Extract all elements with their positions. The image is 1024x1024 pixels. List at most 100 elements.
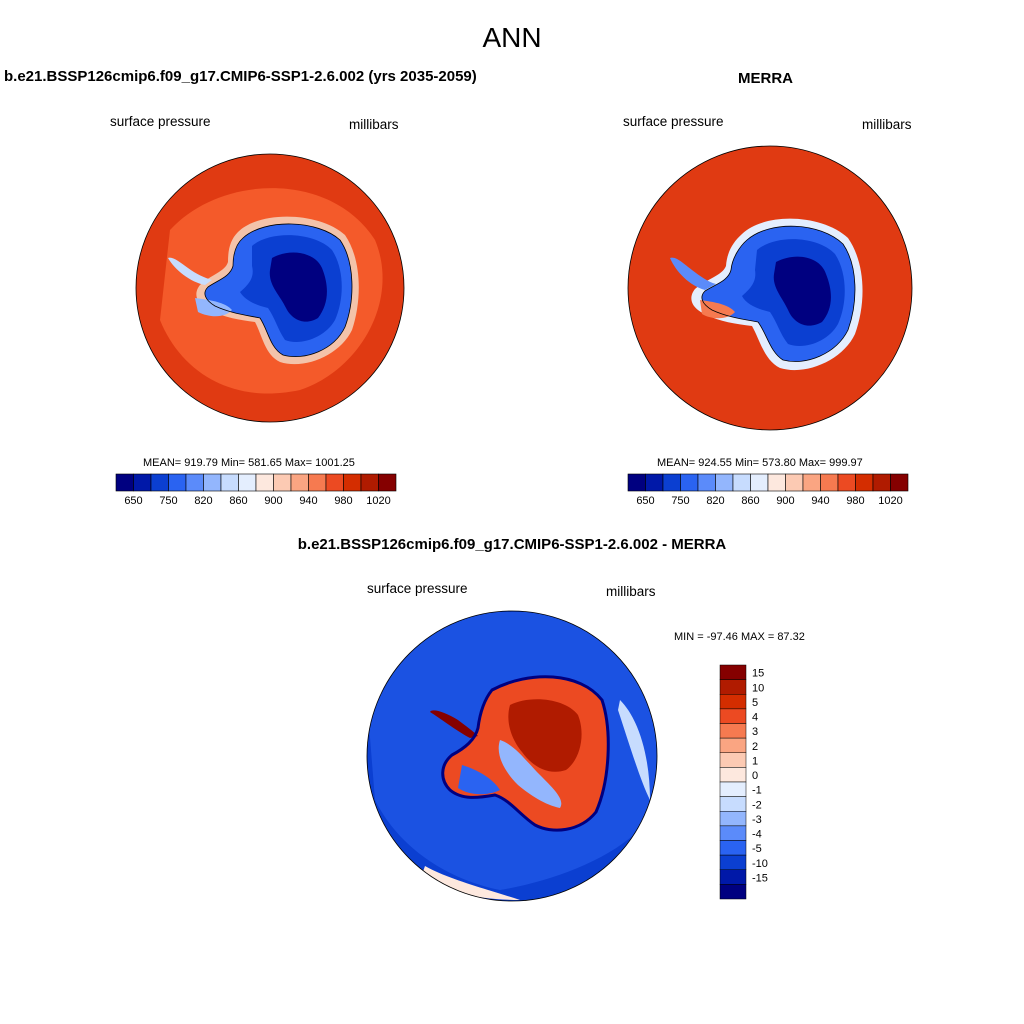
panel1-colorbar-box — [255, 473, 274, 492]
panel3-colorbar-tick-label: 15 — [752, 668, 764, 680]
panel3-coastal-negative-ring — [441, 675, 610, 832]
panel1-colorbar-box — [290, 473, 309, 492]
panel2-colorbar-box — [662, 473, 681, 492]
panel3-colorbar-box — [719, 854, 747, 870]
panel3-variable: surface pressure — [367, 581, 468, 596]
panel1-colorbar-tick-label: 650 — [124, 495, 142, 507]
panel3-colorbar-box — [719, 708, 747, 724]
panel1-colorbar-box — [168, 473, 187, 492]
panel1-colorbar-box — [133, 473, 152, 492]
panel3-light-band-e — [618, 700, 650, 800]
panel3-colorbar-box — [719, 825, 747, 841]
panel2-colorbar: 650 750 820 860 900 940 980 1020 — [627, 473, 909, 507]
panel2-colorbar-box — [802, 473, 821, 492]
panel2-colorbar-box — [680, 473, 699, 492]
panel1-colorbar-tick-label: 820 — [194, 495, 212, 507]
panel2-colorbar-box — [767, 473, 786, 492]
panel3-colorbar-box — [719, 781, 747, 797]
panel3-colorbar-box — [719, 737, 747, 753]
panel2-colorbar-box — [855, 473, 874, 492]
panel3-colorbar-tick-label: -5 — [752, 843, 762, 855]
panel2-colorbar-box — [750, 473, 769, 492]
panel3-colorbar-box — [719, 752, 747, 768]
panel2-colorbar-box — [645, 473, 664, 492]
panel1-units: millibars — [349, 117, 399, 132]
panel3-colorbar-tick-label: 2 — [752, 741, 758, 753]
panel2-colorbar-box — [890, 473, 909, 492]
panel3-colorbar-box — [719, 679, 747, 695]
panel2-map-border — [627, 145, 913, 431]
panel3-colorbar-box — [719, 694, 747, 710]
panel2-colorbar-box — [785, 473, 804, 492]
panel2-colorbar-box — [837, 473, 856, 492]
panel2-coastline — [701, 225, 856, 362]
panel3-colorbar-tick-label: 1 — [752, 755, 758, 767]
panel1-ice-core — [269, 252, 327, 322]
panel1-stats: MEAN= 919.79 Min= 581.65 Max= 1001.25 — [143, 457, 355, 469]
panel3-stats: MIN = -97.46 MAX = 87.32 — [674, 631, 805, 643]
panel1-colorbar-tick-label: 860 — [229, 495, 247, 507]
panel3-colorbar-box — [719, 840, 747, 856]
panel1-coastline — [204, 223, 353, 357]
panel3-colorbar-tick-label: 3 — [752, 726, 758, 738]
panel3-colorbar-box — [719, 796, 747, 812]
panel3-title: b.e21.BSSP126cmip6.f09_g17.CMIP6-SSP1-2.… — [297, 536, 727, 553]
panel1-variable: surface pressure — [110, 114, 211, 129]
panel1-colorbar-box — [220, 473, 239, 492]
panel3-colorbar-box — [719, 664, 747, 680]
panel1-colorbar-tick-label: 940 — [299, 495, 317, 507]
panel3-colorbar-tick-label: 10 — [752, 682, 764, 694]
panel3-peninsula — [430, 710, 478, 738]
panel3-colorbar-box — [719, 767, 747, 783]
panel2-colorbar-tick-label: 750 — [671, 495, 689, 507]
panel1-ross-shelf — [195, 298, 232, 317]
panel2-ross-shelf — [700, 300, 735, 319]
panel1-colorbar-box — [325, 473, 344, 492]
panel3-colorbar-box — [719, 723, 747, 739]
panel3-colorbar-tick-label: -3 — [752, 814, 762, 826]
panel1-map-border — [135, 153, 405, 423]
panel2-map — [628, 146, 912, 430]
panel3-positive-core — [508, 699, 582, 772]
panel1-colorbar-tick-label: 1020 — [366, 495, 390, 507]
panel3-colorbar-box — [719, 884, 747, 900]
panel2-title: MERRA — [738, 70, 793, 87]
panel3-colorbar-tick-label: -15 — [752, 872, 768, 884]
panel3-colorbar-tick-label: -1 — [752, 785, 762, 797]
panel3-units: millibars — [606, 584, 656, 599]
panel2-colorbar-tick-label: 820 — [706, 495, 724, 507]
panel2-colorbar-box — [732, 473, 751, 492]
panel1-colorbar-box — [360, 473, 379, 492]
panel2-colorbar-box — [697, 473, 716, 492]
panel1-title: b.e21.BSSP126cmip6.f09_g17.CMIP6-SSP1-2.… — [4, 68, 477, 85]
panel3-ross-negative — [458, 765, 500, 795]
panel3-map-border — [366, 610, 658, 902]
panel3-map — [367, 611, 657, 901]
panel3-negative-streak — [498, 740, 562, 808]
panel2-colorbar-tick-label: 900 — [776, 495, 794, 507]
panel1-colorbar-tick-label: 980 — [334, 495, 352, 507]
panel1-colorbar-box — [150, 473, 169, 492]
panel2-peninsula — [670, 257, 716, 290]
panel2-units: millibars — [862, 117, 912, 132]
panel1-colorbar-box — [273, 473, 292, 492]
panel2-stats: MEAN= 924.55 Min= 573.80 Max= 999.97 — [657, 457, 863, 469]
panel1-colorbar-box — [115, 473, 134, 492]
panel3-colorbar-tick-label: 0 — [752, 770, 758, 782]
panel2-colorbar-tick-label: 1020 — [878, 495, 902, 507]
panel1-colorbar-box — [238, 473, 257, 492]
figure-title: ANN — [482, 22, 542, 53]
panel3-colorbar-box — [719, 811, 747, 827]
panel2-colorbar-tick-label: 860 — [741, 495, 759, 507]
panel2-variable: surface pressure — [623, 114, 724, 129]
panel2-colorbar-box — [872, 473, 891, 492]
panel2-colorbar-tick-label: 940 — [811, 495, 829, 507]
panel1-colorbar: 650 750 820 860 900 940 980 1020 — [115, 473, 397, 507]
panel2-colorbar-box — [627, 473, 646, 492]
panel1-colorbar-tick-label: 900 — [264, 495, 282, 507]
panel2-colorbar-tick-label: 980 — [846, 495, 864, 507]
panel2-ice-core — [773, 256, 831, 326]
panel3-colorbar-tick-label: 4 — [752, 712, 758, 724]
